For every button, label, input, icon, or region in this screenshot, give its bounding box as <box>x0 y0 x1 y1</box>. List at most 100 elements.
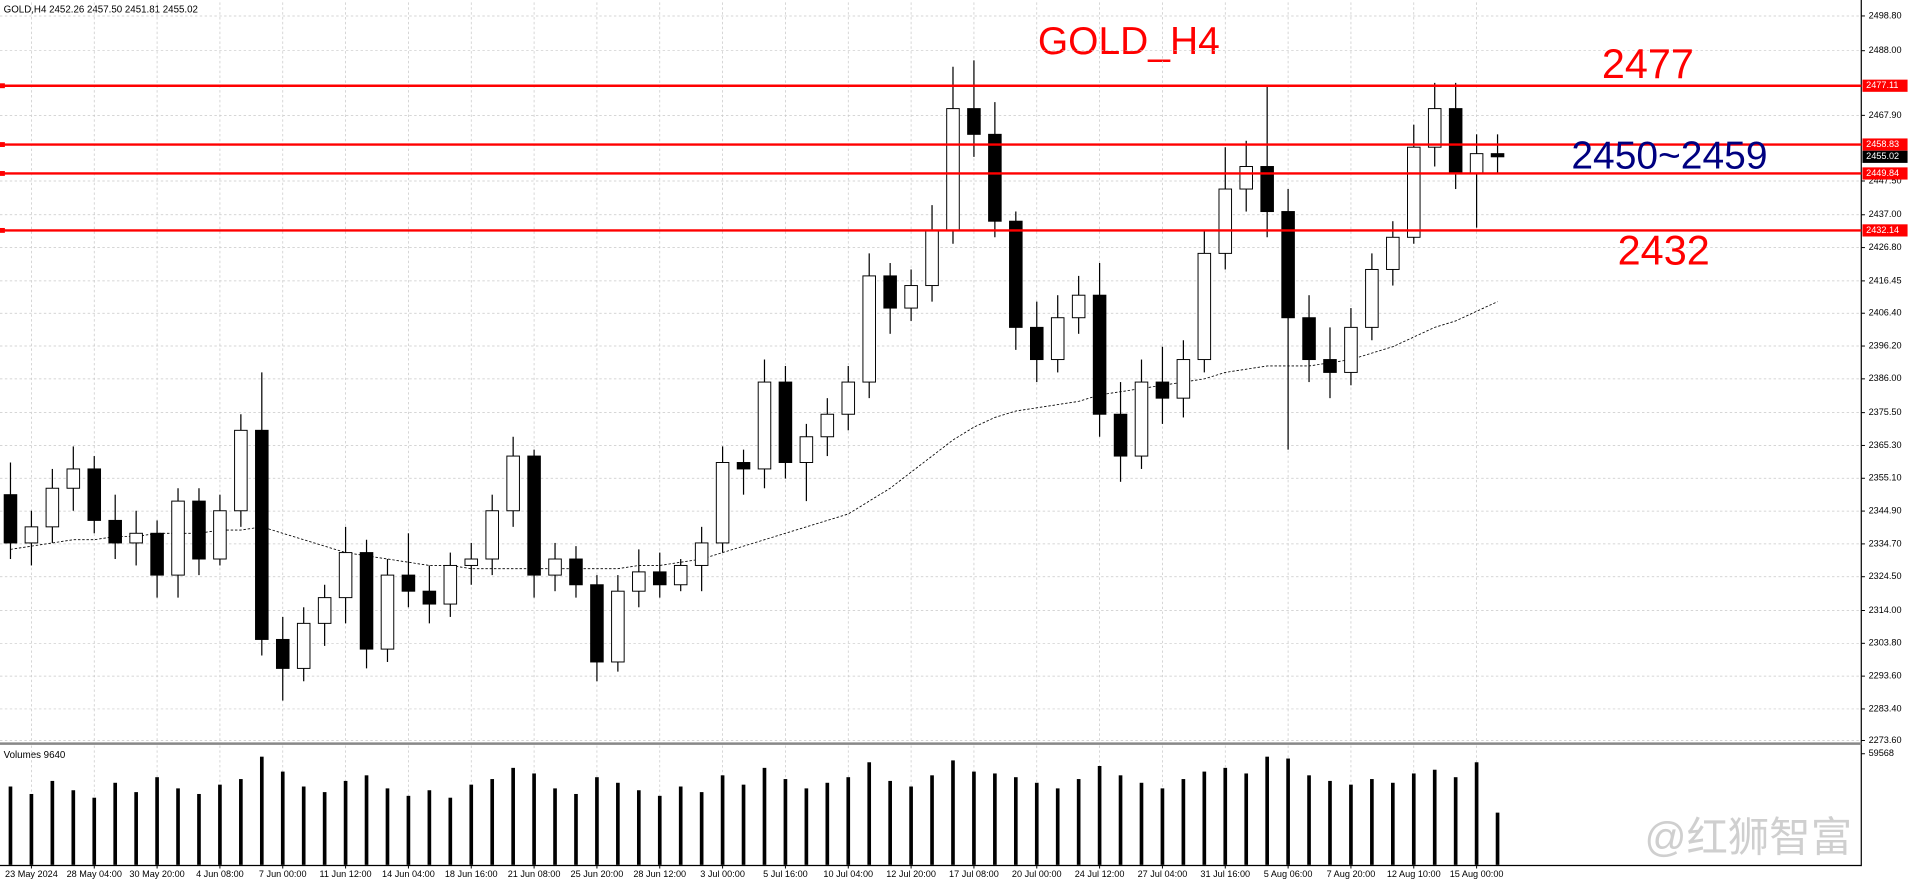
volume-bar <box>385 788 390 865</box>
chart-header: GOLD,H4 2452.26 2457.50 2451.81 2455.02 <box>4 4 198 15</box>
candle-body <box>3 494 18 544</box>
candle-body <box>1155 381 1170 399</box>
volume-bar <box>1034 782 1039 865</box>
x-tick-label: 4 Jun 08:00 <box>196 869 244 879</box>
candle-body <box>673 564 688 586</box>
x-tick-label: 28 May 04:00 <box>67 869 122 879</box>
candle-body <box>422 590 437 605</box>
volume-tick-label: 59568 <box>1869 748 1894 758</box>
candle-body <box>338 552 353 599</box>
volume-bar <box>930 775 934 865</box>
y-tick-label: 2467.90 <box>1869 110 1902 120</box>
candle-body <box>1490 153 1505 158</box>
candle-body <box>1134 381 1149 457</box>
candle-body <box>548 558 562 576</box>
volume-bar <box>511 767 515 865</box>
volume-bar <box>1097 765 1102 865</box>
candle-body <box>925 230 939 287</box>
candle-body <box>841 381 856 415</box>
candle-body <box>87 468 102 521</box>
volume-bar <box>720 775 725 865</box>
volume-bar <box>448 797 453 865</box>
x-tick-label: 25 Jun 20:00 <box>571 869 624 879</box>
y-tick-label: 2283.40 <box>1869 703 1902 713</box>
level-label: 2432.14 <box>1866 225 1899 235</box>
candle-body <box>1050 317 1065 361</box>
volume-bar <box>972 771 976 865</box>
volume-bar <box>1265 756 1269 865</box>
level-marker <box>0 142 5 147</box>
y-tick-label: 2303.80 <box>1869 638 1902 648</box>
x-tick-label: 10 Jul 04:00 <box>823 869 873 879</box>
level-label-box <box>1862 224 1908 237</box>
y-tick-label: 2344.90 <box>1869 505 1902 515</box>
y-tick-label: 2396.20 <box>1869 340 1902 350</box>
candle-body <box>1448 108 1463 174</box>
volume-bar <box>29 793 34 865</box>
volume-bar <box>804 788 809 865</box>
volume-bar <box>1370 779 1374 865</box>
candle-body <box>275 638 290 669</box>
x-tick-label: 7 Aug 20:00 <box>1327 869 1376 879</box>
volume-bar <box>113 782 118 865</box>
y-tick-label: 2273.60 <box>1869 735 1902 745</box>
volume-bar <box>993 773 997 865</box>
volume-bar <box>1055 788 1060 865</box>
candle-body <box>820 413 835 438</box>
volume-bar <box>1244 773 1249 865</box>
volume-bar <box>259 756 264 865</box>
candle-body <box>317 597 332 624</box>
volume-bar <box>364 775 369 865</box>
candle-body <box>652 571 667 586</box>
volume-bar <box>490 779 495 865</box>
y-tick-label: 2406.40 <box>1869 308 1902 318</box>
volume-bar <box>1286 758 1290 865</box>
candle-body <box>569 558 583 586</box>
volume-bar <box>867 762 872 865</box>
x-tick-label: 28 Jun 12:00 <box>633 869 686 879</box>
x-tick-label: 11 Jun 12:00 <box>320 869 372 879</box>
candle-body <box>1302 317 1316 361</box>
volume-bar <box>1013 777 1018 865</box>
volume-bar <box>678 786 683 865</box>
volume-bar <box>71 790 76 865</box>
candle-body <box>1197 252 1212 361</box>
volume-bar <box>1390 782 1395 865</box>
level-label: 2458.83 <box>1866 139 1899 149</box>
candle-body <box>883 275 897 309</box>
volume-bar <box>1432 769 1437 865</box>
level-label: 2477.11 <box>1866 80 1898 90</box>
volume-bar <box>888 780 892 865</box>
annotation: 2450~2459 <box>1571 135 1767 178</box>
candle-body <box>255 429 269 640</box>
level-marker <box>0 171 5 176</box>
volume-bar <box>595 777 599 865</box>
candle-body <box>757 381 772 470</box>
volume-bar <box>846 777 851 865</box>
volume-bar <box>134 792 138 865</box>
candle-body <box>632 571 646 592</box>
volume-bar <box>1307 775 1311 865</box>
volume-bar <box>176 788 180 865</box>
volume-bar <box>616 782 620 865</box>
volume-bar <box>1474 762 1479 865</box>
volume-bar <box>657 795 662 865</box>
volume-bar <box>50 780 55 865</box>
candle-body <box>401 574 416 592</box>
candle-body <box>1386 236 1400 270</box>
volume-bar <box>574 793 578 865</box>
y-tick-label: 2488.00 <box>1869 45 1902 55</box>
candle-body <box>590 584 604 663</box>
x-tick-label: 5 Aug 06:00 <box>1264 869 1313 879</box>
annotation: 2432 <box>1618 227 1710 273</box>
volume-bar <box>280 771 285 865</box>
candle-body <box>946 108 960 232</box>
x-tick-label: 14 Jun 04:00 <box>382 869 435 879</box>
volume-bar <box>741 784 746 865</box>
volume-bar <box>1160 788 1165 865</box>
volume-bar <box>155 777 159 865</box>
volume-bar <box>218 784 222 865</box>
level-marker <box>0 227 5 233</box>
candle-body <box>862 275 876 383</box>
